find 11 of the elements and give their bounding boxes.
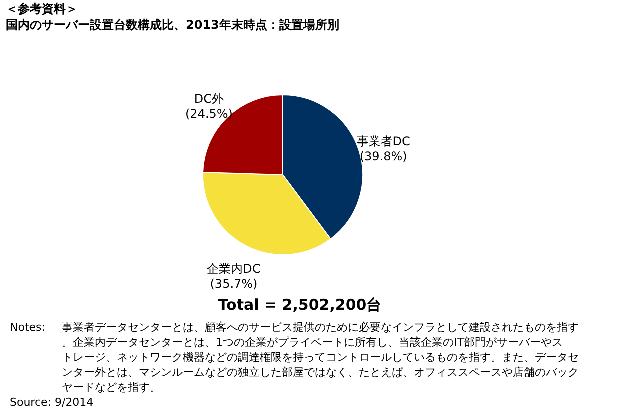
text: Notes: 事業者データセンターとは、顧客へのサービス提供のために必要なインフラとして建設されたものを指す。企業内データセンターとは、1つの企業がプライベートに所有し、当該企業のIT部門がサーバーやストレージ、ネットワーク機器などの調達権限を持ってコントロールしているものを指す。また、データセンター外とは、マシンルームなどの独立した部屋ではなく、たとえば、オフィススペースや店舗のバックヤードなどを指す。	[10, 321, 579, 394]
text: Total = 2,502,200台	[218, 296, 382, 314]
slice-label: DC外	[194, 92, 224, 106]
chart-subtitle: 国内のサーバー設置台数構成比、2013年末時点：設置場所別	[6, 18, 340, 32]
data-label: (39.8%)	[360, 150, 408, 164]
data-label: (35.7%)	[210, 276, 258, 291]
source-note: Source: 9/2014	[10, 396, 94, 409]
slice-label: 企業内DC	[207, 262, 261, 276]
data-label: (24.5%)	[185, 106, 233, 121]
text: ＜参考資料＞	[6, 2, 78, 16]
slice-label: 事業者DC	[356, 134, 410, 149]
